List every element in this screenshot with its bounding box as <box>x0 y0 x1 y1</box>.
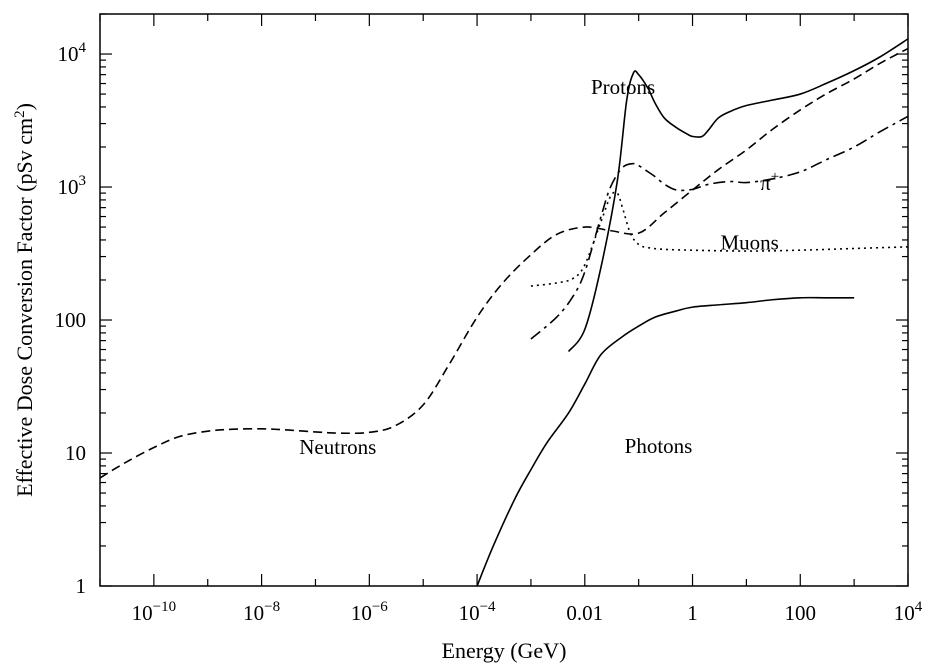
curve-label: Photons <box>625 434 693 458</box>
x-tick-label: 100 <box>785 601 817 625</box>
x-tick-label: 10−10 <box>132 599 176 625</box>
x-axis-label: Energy (GeV) <box>442 638 567 663</box>
series-photons-line <box>476 296 855 587</box>
y-tick-label: 1 <box>76 574 87 598</box>
tick-marks <box>99 13 909 587</box>
curve-labels: Protons π+ Muons Neutrons Photons <box>299 75 779 459</box>
y-tick-label: 104 <box>58 40 87 66</box>
y-tick-label: 103 <box>58 173 87 199</box>
curve-label: Muons <box>720 230 778 254</box>
series-muons-line <box>530 191 909 287</box>
curve-label: Neutrons <box>299 435 376 459</box>
curve-label: Protons <box>591 75 655 99</box>
plot-frame <box>99 13 909 587</box>
x-tick-label: 104 <box>894 599 923 625</box>
curve-label: π+ <box>760 169 779 195</box>
x-tick-label: 0.01 <box>566 601 603 625</box>
x-tick-label: 1 <box>687 601 698 625</box>
x-tick-label: 10−8 <box>243 599 280 625</box>
series-group <box>99 38 909 587</box>
x-tick-label: 10−6 <box>351 599 388 625</box>
series-neutrons-line <box>99 47 909 479</box>
y-tick-label: 10 <box>65 441 86 465</box>
series-protons-line <box>567 38 909 352</box>
y-axis-label: Effective Dose Conversion Factor (pSv cm… <box>12 103 37 497</box>
x-tick-label: 10−4 <box>459 599 496 625</box>
y-tick-label: 100 <box>55 308 87 332</box>
tick-labels: 10−10 10−8 10−6 10−4 0.01 1 100 104 1 10 100 103 104 <box>55 40 923 625</box>
